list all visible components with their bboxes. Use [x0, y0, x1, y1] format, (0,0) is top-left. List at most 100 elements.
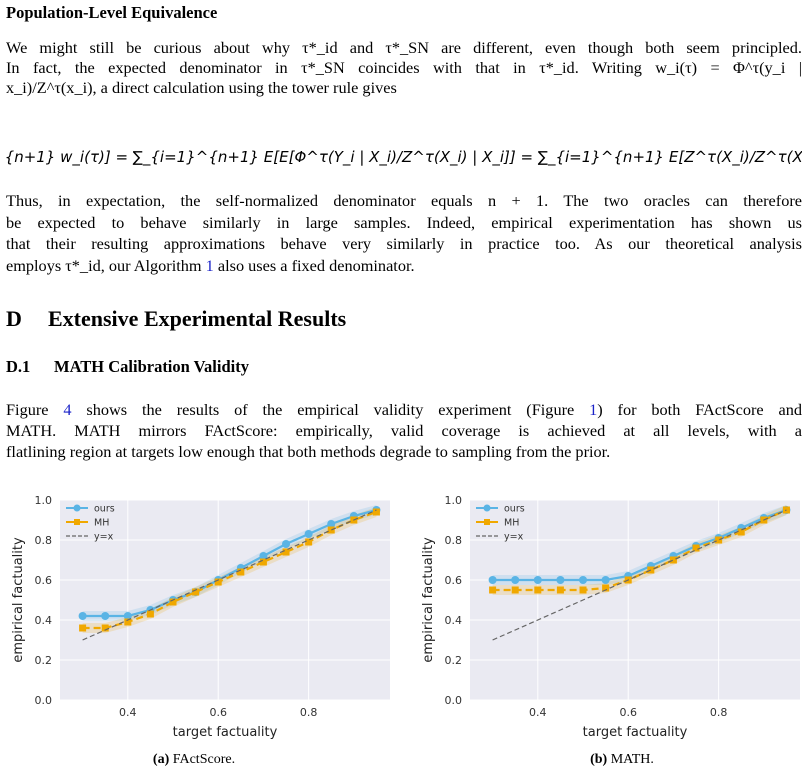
chart-a-ytick-label-3: 0.6 — [35, 574, 53, 587]
tower-rule-equation: E[∑_{i=1}^{n+1} w_i(τ)] = ∑_{i=1}^{n+1} … — [6, 148, 802, 167]
subsection-number: D.1 — [6, 357, 31, 376]
caption-b: (b) MATH. — [472, 752, 772, 768]
chart-b-point-mh-4 — [579, 586, 587, 594]
chart-a-band-ours — [82, 505, 377, 621]
paragraph-2-line-3: that their resulting approximations beha… — [6, 234, 802, 253]
chart-b-legend-marker-1 — [484, 519, 490, 525]
chart-a-point-ours-8 — [259, 552, 268, 560]
chart-b-legend-marker-0 — [483, 504, 491, 512]
chart-b-ytick-label-5: 1.0 — [445, 494, 463, 507]
chart-a-ylabel: empirical factuality — [11, 537, 26, 663]
chart-b-ytick-label-3: 0.6 — [445, 574, 463, 587]
section-title: Extensive Experimental Results — [48, 306, 347, 331]
paragraph-1-line-1: We might still be curious about why τ*_i… — [6, 38, 802, 57]
chart-a-point-mh-7 — [237, 568, 245, 576]
paragraph-3-line-3: flatlining region at targets low enough … — [6, 442, 611, 461]
chart-b-point-mh-1 — [511, 586, 519, 594]
chart-a-point-mh-5 — [192, 588, 200, 596]
subsection-heading: D.1 MATH Calibration Validity — [6, 357, 249, 377]
chart-a-point-ours-9 — [282, 540, 291, 548]
chart-a-point-mh-2 — [124, 618, 132, 626]
figure-4-ref-link[interactable]: 4 — [63, 400, 72, 419]
chart-b-point-mh-7 — [647, 566, 655, 574]
chart-b-xlabel: target factuality — [583, 725, 688, 740]
chart-a-point-mh-3 — [146, 610, 154, 618]
chart-b-point-mh-11 — [737, 528, 745, 536]
chart-b-point-ours-4 — [579, 576, 588, 584]
chart-a-point-ours-10 — [304, 530, 313, 538]
chart-b-point-ours-3 — [556, 576, 565, 584]
paragraph-1: We might still be curious about why τ*_i… — [6, 38, 802, 98]
chart-a-legend-label-0: ours — [94, 504, 115, 515]
caption-a: (a) FActScore. — [44, 752, 344, 768]
chart-a-ytick-label-5: 1.0 — [35, 494, 53, 507]
chart-b-point-mh-8 — [669, 556, 677, 564]
chart-b-point-mh-2 — [534, 586, 542, 594]
chart-a-point-ours-1 — [101, 612, 110, 620]
paragraph-3-line-1c: ) for both FActScore and — [597, 400, 802, 419]
chart-a-point-mh-13 — [372, 508, 380, 516]
paragraph-1-line-2: In fact, the expected denominator in τ*_… — [6, 58, 802, 77]
chart-a-plot-area — [60, 500, 390, 700]
paragraph-3-line-1a: Figure — [6, 400, 64, 419]
paragraph-1-line-3: x_i)/Z^τ(x_i), a direct calculation usin… — [6, 78, 397, 97]
chart-a-band-mh — [82, 507, 377, 633]
factscore-chart: 0.0 0.2 0.4 0.6 0.8 1.0 0.4 0.6 0.8 target factua… — [11, 494, 390, 740]
chart-a-ytick-label-4: 0.8 — [35, 534, 53, 547]
chart-b-ytick-label-1: 0.2 — [445, 654, 463, 667]
paragraph-3-line-1: Figure 4 shows the results of the empiri… — [6, 399, 802, 420]
chart-b-point-mh-3 — [556, 586, 564, 594]
chart-a-legend-label-1: MH — [94, 518, 109, 529]
paragraph-3-line-2: MATH. MATH mirrors FActScore: empiricall… — [6, 421, 802, 440]
chart-a-legend-marker-1 — [74, 519, 80, 525]
chart-b-xtick-label-0: 0.4 — [529, 706, 547, 719]
chart-b-ytick-label-2: 0.4 — [445, 614, 463, 627]
chart-a-ytick-label-1: 0.2 — [35, 654, 53, 667]
chart-b-band-ours — [492, 505, 787, 585]
caption-b-text: MATH. — [607, 752, 654, 767]
chart-a-xtick-label-2: 0.8 — [300, 706, 318, 719]
chart-b-line-yx — [492, 509, 787, 641]
chart-b-legend-label-2: y=x — [504, 532, 524, 543]
chart-a-ytick-label-2: 0.4 — [35, 614, 53, 627]
chart-a-point-mh-11 — [327, 526, 335, 534]
chart-a-point-mh-0 — [79, 624, 87, 632]
chart-b-ytick-label-4: 0.8 — [445, 534, 463, 547]
chart-b-legend-label-1: MH — [504, 518, 519, 529]
figure-1-ref-link[interactable]: 1 — [589, 400, 598, 419]
chart-a-legend-marker-0 — [73, 504, 81, 512]
paragraph-2-line-2: be expected to behave similarly in large… — [6, 212, 802, 232]
chart-a-ytick-label-0: 0.0 — [35, 694, 53, 707]
subsection-title: MATH Calibration Validity — [54, 357, 249, 376]
chart-a-point-ours-2 — [123, 612, 132, 620]
chart-a-xtick-label-0: 0.4 — [119, 706, 137, 719]
chart-b-xtick-label-2: 0.8 — [710, 706, 728, 719]
caption-a-tag: (a) — [152, 752, 170, 767]
chart-a-xlabel: target factuality — [173, 725, 278, 740]
chart-b-point-mh-0 — [489, 586, 497, 594]
paragraph-heading: Population-Level Equivalence — [6, 3, 218, 22]
paragraph-3-line-1b: shows the results of the empirical valid… — [71, 400, 590, 419]
chart-b-ylabel: empirical factuality — [421, 537, 436, 663]
chart-b-band-mh — [492, 505, 787, 595]
chart-a-legend-label-2: y=x — [94, 532, 114, 543]
chart-b-point-ours-2 — [533, 576, 542, 584]
algorithm-ref-link[interactable]: 1 — [205, 255, 214, 275]
math-chart: 0.0 0.2 0.4 0.6 0.8 1.0 0.4 0.6 0.8 target factua… — [421, 494, 800, 740]
caption-b-tag: (b) — [590, 752, 608, 767]
paragraph-2-line-4a: employs τ*_id, our Algorithm — [6, 255, 206, 275]
chart-b-ytick-label-0: 0.0 — [445, 694, 463, 707]
paragraph-2-line-4: employs τ*_id, our Algorithm 1 also uses… — [6, 255, 802, 277]
paragraph-2: Thus, in expectation, the self-normalize… — [6, 190, 802, 276]
paragraph-3: Figure 4 shows the results of the empiri… — [6, 399, 802, 462]
paragraph-2-line-1: Thus, in expectation, the self-normalize… — [6, 191, 802, 210]
chart-a-point-ours-11 — [327, 520, 336, 528]
chart-b-point-mh-5 — [602, 584, 610, 592]
chart-b-point-ours-1 — [511, 576, 520, 584]
chart-a-point-mh-1 — [101, 624, 109, 632]
chart-b-point-ours-0 — [488, 576, 497, 584]
chart-b-xtick-label-1: 0.6 — [619, 706, 637, 719]
chart-a-xtick-label-1: 0.6 — [209, 706, 227, 719]
chart-b-point-mh-10 — [715, 536, 723, 544]
chart-a-point-mh-9 — [282, 548, 290, 556]
